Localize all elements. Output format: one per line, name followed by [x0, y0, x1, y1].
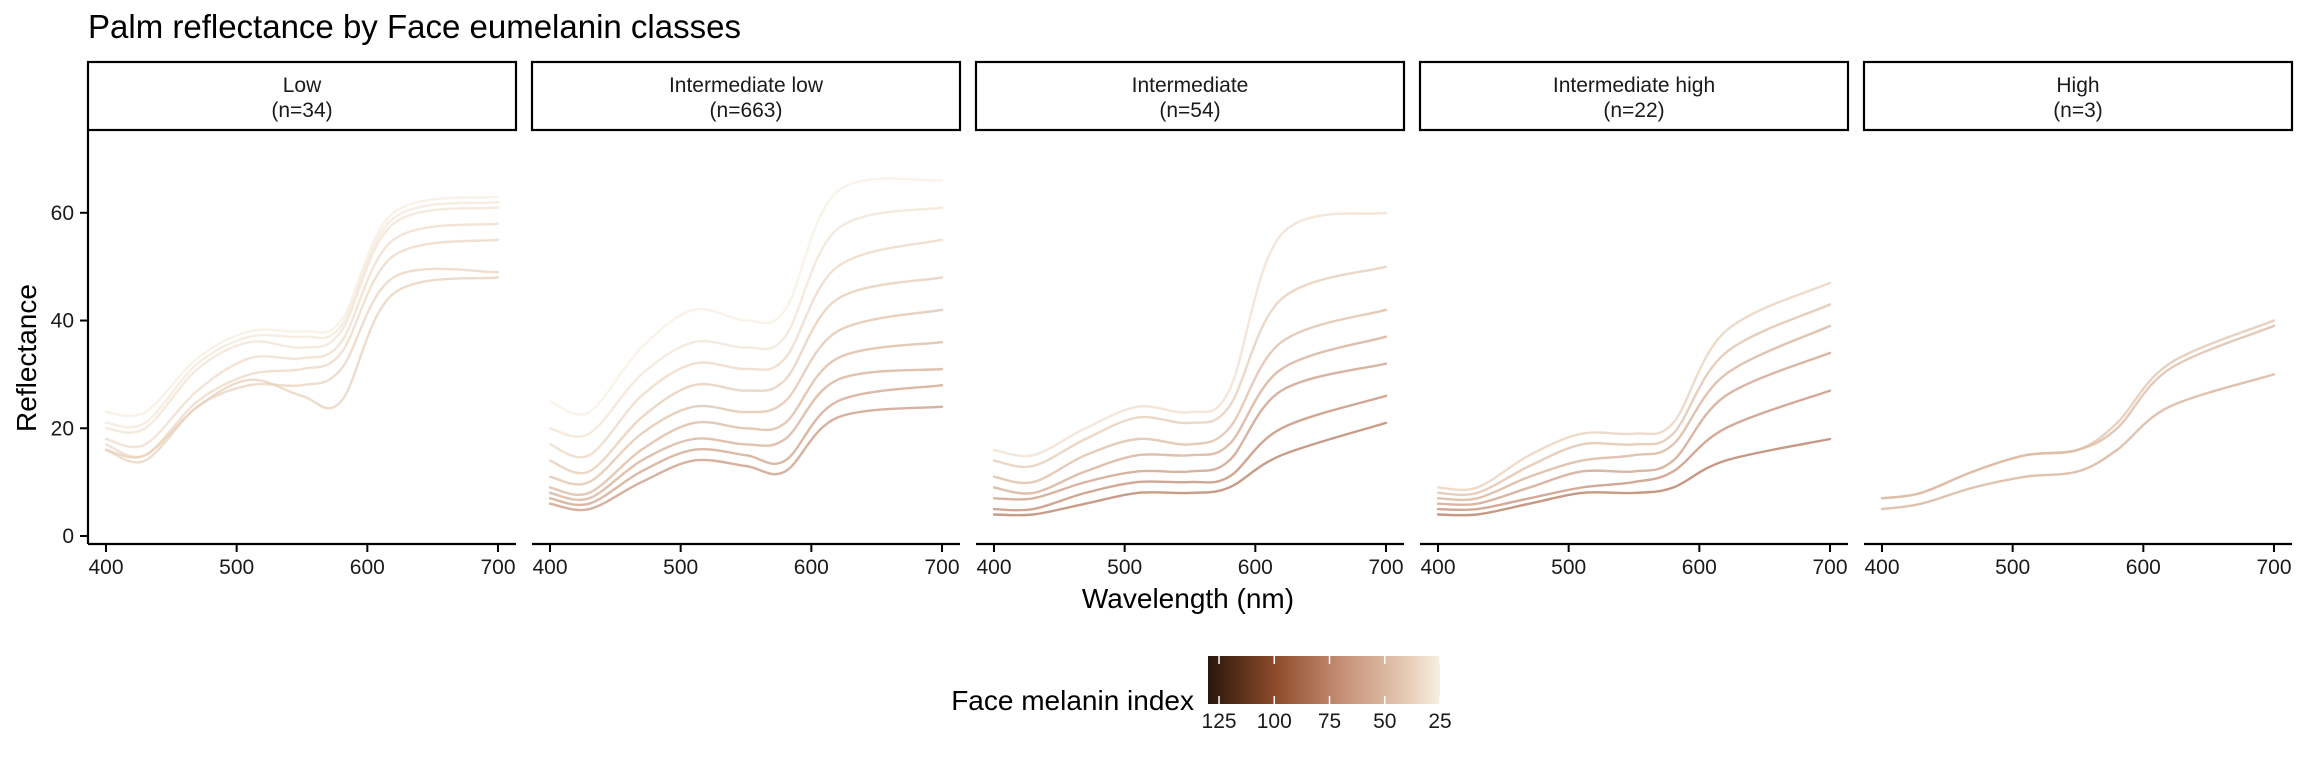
series-line-9	[548, 405, 944, 512]
facet-panels: Low(n=34) 400 500 600 700 0 20 40 60 Intermediate…	[51, 60, 2294, 579]
facet-label: Intermediate low	[669, 74, 824, 97]
series-line-6	[104, 267, 500, 464]
series-line-1	[548, 177, 944, 416]
y-tick-label: 40	[51, 310, 74, 333]
legend-tick-label: 75	[1318, 710, 1341, 733]
x-tick-label: 500	[1107, 556, 1142, 579]
facet-panel-4: Intermediate high(n=22) 400 500 600 700	[1418, 60, 1850, 579]
series-line-5	[548, 308, 944, 486]
x-tick-label: 700	[480, 556, 515, 579]
x-tick-label: 600	[1238, 556, 1273, 579]
facet-strip	[86, 60, 518, 132]
series-line-3	[548, 238, 944, 459]
series-line-2	[1880, 324, 2276, 500]
facet-strip	[530, 60, 962, 132]
series-line-3	[1436, 324, 1832, 502]
series-line-5	[1436, 389, 1832, 512]
series-line-7	[548, 367, 944, 502]
series-line-6	[548, 340, 944, 497]
x-tick-label: 700	[1812, 556, 1847, 579]
x-tick-label: 500	[663, 556, 698, 579]
facet-panel-2: Intermediate low(n=663) 400 500 600 700	[530, 60, 962, 579]
facet-label: Intermediate high	[1553, 74, 1715, 97]
legend-tick-label: 100	[1257, 710, 1292, 733]
x-tick-label: 500	[219, 556, 254, 579]
series-line-1	[992, 211, 1388, 458]
series-line-6	[1436, 437, 1832, 517]
series-line-2	[992, 265, 1388, 469]
facet-n-label: (n=3)	[2053, 99, 2103, 122]
series-line-4	[1436, 351, 1832, 507]
series-line-2	[548, 206, 944, 438]
x-tick-label: 500	[1551, 556, 1586, 579]
x-tick-label: 600	[1682, 556, 1717, 579]
series-line-7	[104, 276, 500, 459]
facet-n-label: (n=34)	[271, 99, 332, 122]
x-tick-label: 400	[1864, 556, 1899, 579]
series-line-1	[104, 195, 500, 418]
series-line-8	[548, 384, 944, 507]
y-tick-label: 0	[62, 525, 74, 548]
legend-tick-label: 50	[1373, 710, 1396, 733]
series-line-4	[992, 335, 1388, 495]
facet-n-label: (n=54)	[1159, 99, 1220, 122]
y-tick-label: 60	[51, 202, 74, 225]
series-line-5	[992, 362, 1388, 501]
facet-n-label: (n=663)	[710, 99, 783, 122]
x-tick-label: 700	[1368, 556, 1403, 579]
facet-label: High	[2056, 74, 2099, 97]
series-line-6	[992, 394, 1388, 512]
x-tick-label: 600	[350, 556, 385, 579]
series-line-2	[1436, 303, 1832, 497]
x-tick-label: 400	[976, 556, 1011, 579]
facet-panel-5: High(n=3) 400 500 600 700	[1862, 60, 2294, 579]
x-tick-label: 500	[1995, 556, 2030, 579]
x-tick-label: 400	[88, 556, 123, 579]
series-line-3	[104, 206, 500, 434]
series-line-7	[992, 421, 1388, 517]
facet-strip	[974, 60, 1406, 132]
x-axis-title: Wavelength (nm)	[1082, 583, 1294, 614]
series-line-1	[1436, 281, 1832, 492]
y-tick-label: 20	[51, 417, 74, 440]
x-tick-label: 700	[2256, 556, 2291, 579]
chart-title: Palm reflectance by Face eumelanin class…	[88, 8, 741, 45]
series-line-2	[104, 200, 500, 429]
x-tick-label: 600	[2126, 556, 2161, 579]
x-tick-label: 400	[1420, 556, 1455, 579]
series-line-3	[992, 308, 1388, 485]
facet-strip	[1862, 60, 2294, 132]
facet-panel-3: Intermediate(n=54) 400 500 600 700	[974, 60, 1406, 579]
series-line-4	[548, 276, 944, 475]
legend-ticks: 125 100 75 50 25	[1202, 656, 1452, 733]
facet-n-label: (n=22)	[1603, 99, 1664, 122]
x-tick-label: 400	[532, 556, 567, 579]
legend-title: Face melanin index	[951, 685, 1194, 716]
series-line-4	[104, 222, 500, 449]
legend-tick-label: 25	[1428, 710, 1451, 733]
legend-tick-label: 125	[1202, 710, 1237, 733]
series-line-3	[1880, 373, 2276, 511]
color-legend: Face melanin index 125 100 75 50 25	[951, 656, 1452, 733]
facet-label: Intermediate	[1132, 74, 1249, 97]
facet-strip	[1418, 60, 1850, 132]
x-tick-label: 600	[794, 556, 829, 579]
facet-panel-1: Low(n=34) 400 500 600 700 0 20 40 60	[51, 60, 518, 579]
x-tick-label: 700	[924, 556, 959, 579]
facet-label: Low	[283, 74, 322, 97]
y-axis-title: Reflectance	[11, 284, 42, 432]
legend-colorbar	[1208, 656, 1440, 704]
